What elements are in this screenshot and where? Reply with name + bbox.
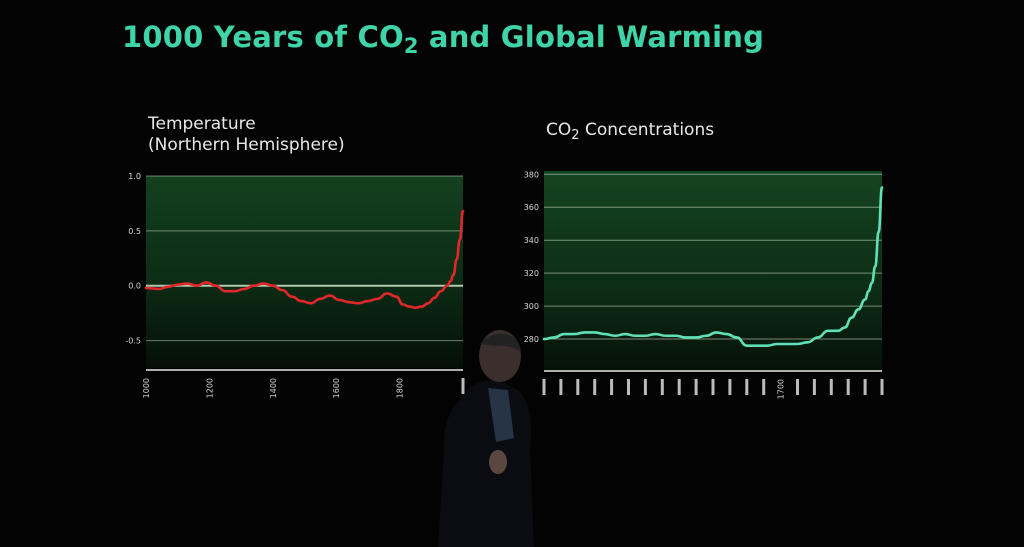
y-tick-label: -0.5 <box>125 337 141 346</box>
y-tick-label: 280 <box>524 335 539 344</box>
x-tick-mark <box>812 379 816 395</box>
temperature-chart-title: Temperature (Northern Hemisphere) <box>148 114 345 156</box>
x-tick-label: 1700 <box>777 379 786 399</box>
y-tick-label: 360 <box>524 203 539 212</box>
temperature-title-line1: Temperature <box>148 114 256 134</box>
x-tick-mark <box>461 378 465 394</box>
x-tick-mark <box>660 379 664 395</box>
x-tick-mark <box>610 379 614 395</box>
plot-area <box>146 176 463 368</box>
y-tick-label: 380 <box>524 170 539 179</box>
x-tick-label: 1600 <box>332 378 341 398</box>
y-tick-label: 340 <box>524 236 539 245</box>
x-tick-mark <box>745 379 749 395</box>
x-tick-mark <box>711 379 715 395</box>
x-tick-mark <box>796 379 799 395</box>
x-tick-mark <box>846 379 850 395</box>
x-tick-mark <box>643 379 647 395</box>
x-tick-mark <box>576 379 580 395</box>
x-tick-mark <box>829 379 833 395</box>
x-tick-mark <box>863 379 867 395</box>
x-tick-mark <box>542 379 546 395</box>
x-tick-mark <box>593 379 597 395</box>
co2-chart-title: CO2 Concentrations <box>546 120 715 143</box>
x-tick-label: 1000 <box>142 378 151 398</box>
x-tick-label: 1800 <box>396 378 405 398</box>
y-tick-label: 0.5 <box>128 227 141 236</box>
x-tick-mark <box>694 379 698 395</box>
slide-title: 1000 Years of CO2 and Global Warming <box>122 20 765 58</box>
x-tick-mark <box>728 379 732 395</box>
plot-area <box>544 171 882 372</box>
x-tick-mark <box>559 379 563 395</box>
x-tick-label: 1200 <box>205 378 214 398</box>
y-tick-label: 0.0 <box>128 282 141 291</box>
x-tick-mark <box>762 379 766 395</box>
series-line <box>144 209 465 309</box>
series-line <box>542 186 884 347</box>
temperature-title-line2: (Northern Hemisphere) <box>148 135 345 155</box>
x-tick-mark <box>880 379 884 395</box>
y-tick-label: 300 <box>524 302 539 311</box>
y-tick-label: 320 <box>524 269 539 278</box>
x-tick-mark <box>677 379 681 395</box>
x-tick-label: 1400 <box>269 378 278 398</box>
presenter-silhouette <box>438 330 534 547</box>
y-tick-label: 1.0 <box>128 172 141 181</box>
x-tick-mark <box>627 379 630 395</box>
